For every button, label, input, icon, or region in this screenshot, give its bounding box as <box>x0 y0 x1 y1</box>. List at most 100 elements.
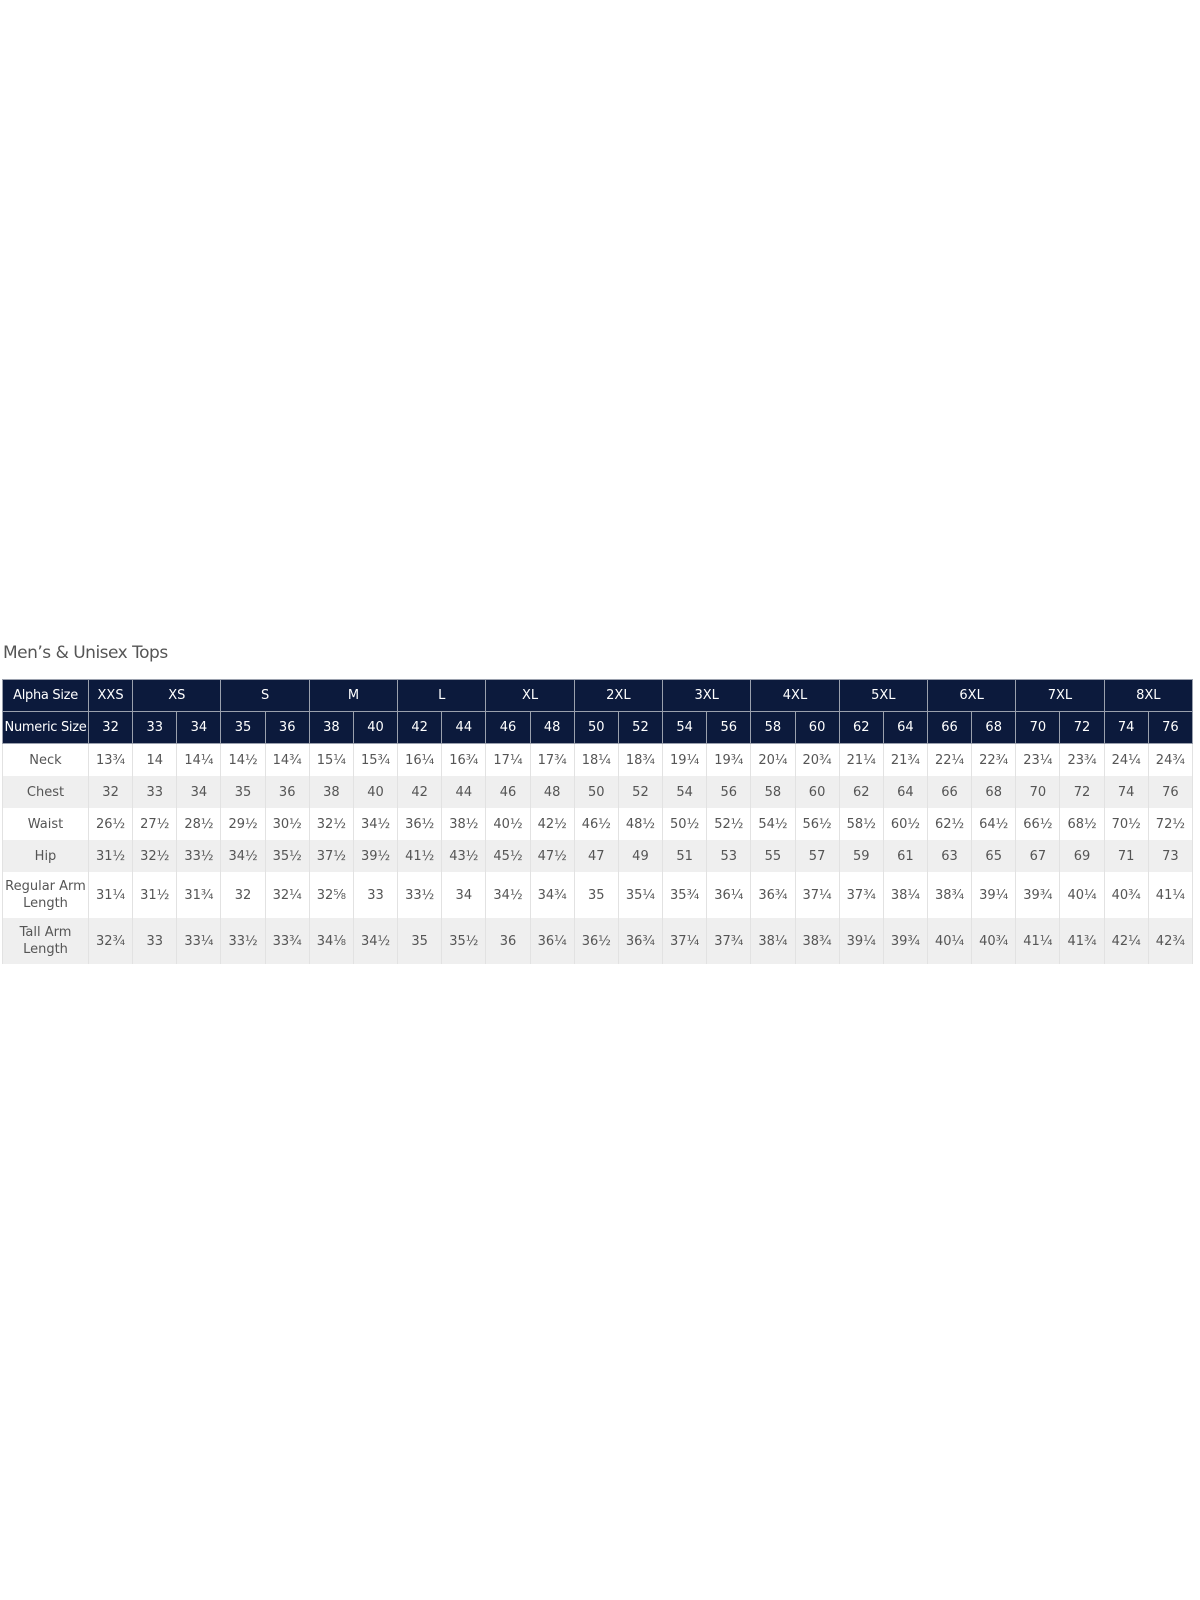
alpha-size-header: 7XL <box>1015 679 1105 712</box>
measurement-cell: 21¼ <box>838 743 884 776</box>
measurement-cell: 33 <box>132 776 178 808</box>
alpha-size-header: XS <box>132 679 222 712</box>
measurement-cell: 50½ <box>662 808 708 840</box>
measurement-cell: 60 <box>794 776 840 808</box>
numeric-size-header: 40 <box>352 711 399 744</box>
measurement-cell: 35½ <box>441 918 487 964</box>
measurement-cell: 39¼ <box>971 872 1017 918</box>
numeric-size-header: 35 <box>220 711 266 744</box>
measurement-cell: 42¼ <box>1103 918 1149 964</box>
measurement-cell: 41¾ <box>1059 918 1105 964</box>
chart-title: Men’s & Unisex Tops <box>3 643 168 663</box>
table-row: Neck 13¾ 14 14¼ 14½ 14¾ 15¼ 15¾ 16¼ 16¾ 17¼ 17¾ 18¼ 1… <box>2 743 1194 776</box>
measurement-cell: 33½ <box>397 872 443 918</box>
measurement-cell: 40¼ <box>1059 872 1105 918</box>
measurement-cell: 33¾ <box>264 918 310 964</box>
measurement-cell: 32½ <box>132 840 178 872</box>
measurement-cell: 34½ <box>485 872 531 918</box>
measurement-cell: 47 <box>573 840 619 872</box>
measurement-cell: 37½ <box>308 840 354 872</box>
measurement-cell: 13¾ <box>87 743 134 776</box>
measurement-cell: 34½ <box>220 840 266 872</box>
measurement-cell: 29½ <box>220 808 266 840</box>
table-row: Hip 31½ 32½ 33½ 34½ 35½ 37½ 39½ 41½ 43½ 45½ 47½ 47 49… <box>2 840 1194 872</box>
measurement-cell: 36½ <box>573 918 619 964</box>
measurement-cell: 35¾ <box>662 872 708 918</box>
measurement-cell: 69 <box>1059 840 1105 872</box>
measurement-cell: 76 <box>1147 776 1194 808</box>
measurement-cell: 42 <box>397 776 443 808</box>
measurement-cell: 68½ <box>1059 808 1105 840</box>
measurement-cell: 59 <box>838 840 884 872</box>
measurement-cell: 16¼ <box>397 743 443 776</box>
measurement-cell: 50 <box>573 776 619 808</box>
measurement-cell: 72 <box>1059 776 1105 808</box>
measurement-cell: 37¾ <box>706 918 752 964</box>
measurement-cell: 58 <box>750 776 796 808</box>
measurement-cell: 34⅛ <box>308 918 354 964</box>
measurement-cell: 18¾ <box>617 743 664 776</box>
measurement-cell: 40¼ <box>926 918 973 964</box>
numeric-size-header: 52 <box>617 711 664 744</box>
alpha-size-header: XXS <box>87 679 134 712</box>
measurement-cell: 53 <box>706 840 752 872</box>
measurement-cell: 41¼ <box>1147 872 1194 918</box>
row-label: Neck <box>2 743 89 776</box>
measurement-cell: 38 <box>308 776 354 808</box>
measurement-cell: 24¾ <box>1147 743 1194 776</box>
numeric-size-header: 56 <box>706 711 752 744</box>
measurement-cell: 74 <box>1103 776 1149 808</box>
measurement-cell: 43½ <box>441 840 487 872</box>
measurement-cell: 19¾ <box>706 743 752 776</box>
measurement-cell: 35 <box>573 872 619 918</box>
measurement-cell: 39¾ <box>1015 872 1061 918</box>
measurement-cell: 41¼ <box>1015 918 1061 964</box>
measurement-cell: 41½ <box>397 840 443 872</box>
measurement-cell: 36½ <box>397 808 443 840</box>
measurement-cell: 38¼ <box>882 872 928 918</box>
alpha-size-header: 5XL <box>838 679 928 712</box>
measurement-cell: 14½ <box>220 743 266 776</box>
measurement-cell: 35½ <box>264 840 310 872</box>
table-row: Regular Arm Length 31¼ 31½ 31¾ 32 32¼ 32⅝ 33 33½… <box>2 872 1194 918</box>
measurement-cell: 37¾ <box>838 872 884 918</box>
measurement-cell: 39½ <box>352 840 399 872</box>
measurement-cell: 35 <box>220 776 266 808</box>
measurement-cell: 15¼ <box>308 743 354 776</box>
measurement-cell: 26½ <box>87 808 134 840</box>
measurement-cell: 36¼ <box>706 872 752 918</box>
alpha-size-row: Alpha Size XXS XS S M L XL 2XL 3XL 4XL 5XL 6XL 7XL 8… <box>2 679 1194 712</box>
size-chart-table: Alpha Size XXS XS S M L XL 2XL 3XL 4XL 5XL 6XL 7XL 8… <box>2 679 1194 964</box>
measurement-cell: 36 <box>485 918 531 964</box>
measurement-cell: 49 <box>617 840 664 872</box>
measurement-cell: 48 <box>529 776 575 808</box>
measurement-cell: 51 <box>662 840 708 872</box>
measurement-cell: 34½ <box>352 808 399 840</box>
measurement-cell: 17¼ <box>485 743 531 776</box>
measurement-cell: 22¾ <box>971 743 1017 776</box>
measurement-cell: 38½ <box>441 808 487 840</box>
measurement-cell: 32¾ <box>87 918 134 964</box>
measurement-cell: 23¾ <box>1059 743 1105 776</box>
measurement-cell: 73 <box>1147 840 1194 872</box>
measurement-cell: 52½ <box>706 808 752 840</box>
numeric-size-header: 58 <box>750 711 796 744</box>
measurement-cell: 71 <box>1103 840 1149 872</box>
measurement-cell: 45½ <box>485 840 531 872</box>
measurement-cell: 54½ <box>750 808 796 840</box>
numeric-size-header: 74 <box>1103 711 1149 744</box>
row-label: Hip <box>2 840 89 872</box>
measurement-cell: 27½ <box>132 808 178 840</box>
measurement-cell: 70½ <box>1103 808 1149 840</box>
measurement-cell: 22¼ <box>926 743 973 776</box>
measurement-cell: 62 <box>838 776 884 808</box>
measurement-cell: 40¾ <box>1103 872 1149 918</box>
measurement-cell: 60½ <box>882 808 928 840</box>
numeric-size-header: 54 <box>662 711 708 744</box>
measurement-cell: 31¼ <box>87 872 134 918</box>
alpha-size-label: Alpha Size <box>2 679 89 712</box>
measurement-cell: 40½ <box>485 808 531 840</box>
measurement-cell: 36¼ <box>529 918 575 964</box>
table-row: Chest 32 33 34 35 36 38 40 42 44 46 48 50 52 54 56 58 60 6… <box>2 776 1194 808</box>
measurement-cell: 52 <box>617 776 664 808</box>
